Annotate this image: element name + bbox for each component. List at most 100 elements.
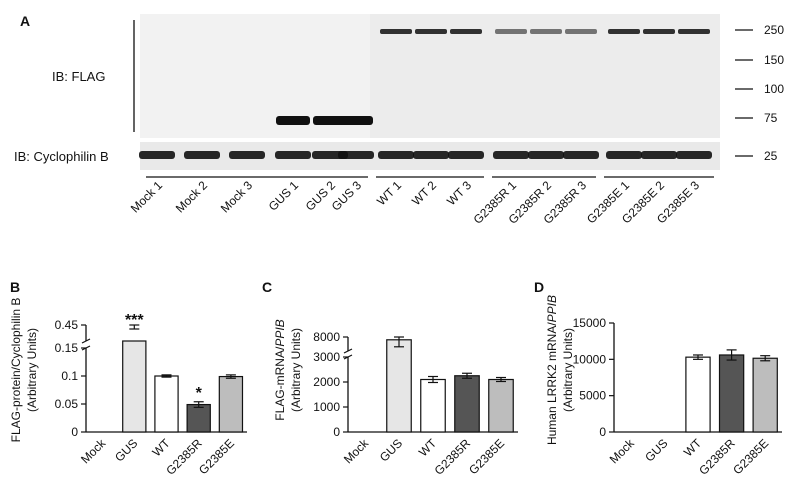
mw-label-75: 75	[764, 111, 778, 125]
flag-band-wt-2	[415, 29, 447, 34]
ib-flag-label: IB: FLAG	[52, 69, 105, 84]
panel-c-ylabel-line1: FLAG-mRNA/PPIB	[273, 319, 287, 420]
cyclophilin-band-g2385e-1	[606, 151, 642, 159]
panel-c-ylabel-line2: (Arbitrary Units)	[289, 328, 303, 412]
mw-label-100: 100	[764, 82, 784, 96]
panel-c-bar-wt	[420, 378, 446, 433]
panel-c-ytick-label-1: 1000	[313, 400, 340, 414]
flag-band-gus-3	[339, 116, 373, 125]
panel-d-ylabel-line2: (Arbitrary Units)	[561, 328, 575, 412]
lane-label-mock-3: Mock 3	[218, 178, 255, 215]
panel-c-ytick-label-3: 3000	[313, 350, 340, 364]
cyclophilin-band-wt-1	[378, 151, 414, 159]
flag-band-g2385e-2	[643, 29, 675, 34]
panel-d-ytick-label-3: 15000	[573, 316, 607, 330]
flag-band-g2385r-3	[565, 29, 597, 34]
lane-label-mock-2: Mock 2	[173, 178, 210, 215]
panel-b-axis-break-upper	[81, 338, 91, 344]
mw-label-150: 150	[764, 53, 784, 67]
cyclophilin-band-wt-3	[448, 151, 484, 159]
panel-d-xtick-label-mock: Mock	[607, 436, 638, 467]
panel-b-significance-g2385r: *	[196, 385, 203, 402]
mw-label-25: 25	[764, 149, 778, 163]
cyclophilin-bands	[139, 151, 712, 159]
cyclophilin-band-gus-3	[338, 151, 374, 159]
cyclophilin-band-mock-2	[184, 151, 220, 159]
mw-label-250: 250	[764, 23, 784, 37]
panel-b-xtick-label-mock: Mock	[78, 436, 109, 467]
panel-c-ytick-label-4: 8000	[313, 330, 340, 344]
panel-c-bar-g2385r	[454, 375, 480, 433]
panel-b-ytick-label-4: 0.45	[55, 318, 79, 332]
panel-b-xtick-label-wt: WT	[150, 436, 174, 460]
flag-band-g2385r-2	[530, 29, 562, 34]
flag-bands	[276, 29, 710, 125]
panel-c-ytick-label-2: 2000	[313, 375, 340, 389]
panel-d-xtick-label-g2385r: G2385R	[696, 436, 738, 478]
panel-c-axis-break-upper	[343, 348, 353, 354]
panel-d-xtick-label-wt: WT	[681, 436, 705, 460]
cyclophilin-band-g2385r-1	[493, 151, 529, 159]
panel-d-bar-g2385e	[752, 357, 778, 433]
panel-b-ylabel-line2: (Arbitrary Units)	[25, 328, 39, 412]
panel-c-ylabel-italic: PPIB	[273, 319, 287, 346]
flag-blot	[140, 14, 720, 138]
panel-b-xtick-label-g2385e: G2385E	[196, 436, 237, 477]
panel-c-xtick-label-g2385r: G2385R	[432, 436, 474, 478]
panel-b-ytick-label-1: 0.05	[55, 397, 79, 411]
cyclophilin-band-mock-3	[229, 151, 265, 159]
panel-c-ylabel-main: FLAG-mRNA/	[273, 346, 287, 421]
cyclophilin-band-mock-1	[139, 151, 175, 159]
panel-b-ytick-label-2: 0.1	[61, 369, 78, 383]
panel-b-ytick-label-0: 0	[71, 425, 78, 439]
panel-b-ytick-label-3: 0.15	[55, 341, 79, 355]
panel-b-bar-wt	[154, 375, 179, 433]
cyclophilin-band-gus-1	[275, 151, 311, 159]
panel-d-letter: D	[534, 279, 544, 295]
panel-c-xtick-label-mock: Mock	[341, 436, 372, 467]
panel-d-ylabel-line1: Human LRRK2 mRNA/PPIB	[545, 295, 559, 445]
cyclophilin-band-g2385e-2	[641, 151, 677, 159]
panel-b-ylabel-line1: FLAG-protein/Cyclophilin B	[9, 298, 23, 443]
panel-c-xtick-label-g2385e: G2385E	[466, 436, 507, 477]
panel-c-xtick-label-gus: GUS	[377, 436, 405, 464]
panel-b-bar-g2385r	[186, 403, 211, 433]
lane-label-wt-3: WT 3	[444, 178, 474, 208]
panel-d-bar-g2385r	[718, 354, 745, 433]
flag-band-gus-1	[276, 116, 310, 125]
lane-label-mock-1: Mock 1	[128, 178, 165, 215]
panel-b-significance-gus: ***	[125, 312, 144, 329]
cyclophilin-band-g2385e-3	[676, 151, 712, 159]
panel-d-ytick-label-2: 10000	[573, 352, 607, 366]
flag-band-gus-2	[313, 116, 347, 125]
panel-d-xtick-label-g2385e: G2385E	[730, 436, 771, 477]
panel-d-bar-wt	[685, 356, 711, 433]
panel-b-letter: B	[10, 279, 20, 295]
panel-d-xtick-label-gus: GUS	[642, 436, 670, 464]
flag-band-wt-3	[450, 29, 482, 34]
cyclophilin-band-g2385r-2	[528, 151, 564, 159]
lane-label-wt-2: WT 2	[409, 178, 439, 208]
panel-d-ytick-label-0: 0	[599, 425, 606, 439]
cyclophilin-band-wt-2	[413, 151, 449, 159]
ib-cyclophilin-label: IB: Cyclophilin B	[14, 149, 109, 164]
panel-c-xtick-label-wt: WT	[416, 436, 440, 460]
panel-c-bar-gus	[386, 339, 412, 433]
panel-d-ylabel-main: Human LRRK2 mRNA/	[545, 322, 559, 445]
panel-b-bar-gus	[122, 340, 147, 433]
cyclophilin-band-g2385r-3	[563, 151, 599, 159]
panel-c-bar-g2385e	[488, 378, 514, 433]
panel-b-xtick-label-gus: GUS	[112, 436, 140, 464]
panel-a-letter: A	[20, 13, 30, 29]
panel-d-ytick-label-1: 5000	[579, 389, 606, 403]
lane-label-gus-3: GUS 3	[329, 178, 365, 214]
flag-band-g2385e-1	[608, 29, 640, 34]
panel-b-bar-g2385e	[218, 375, 244, 433]
flag-band-g2385r-1	[495, 29, 527, 34]
panel-d-ylabel-italic: PPIB	[545, 295, 559, 322]
